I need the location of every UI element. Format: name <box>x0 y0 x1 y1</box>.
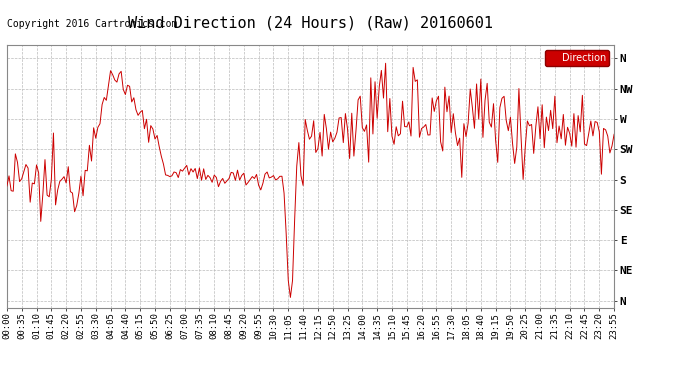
Text: Wind Direction (24 Hours) (Raw) 20160601: Wind Direction (24 Hours) (Raw) 20160601 <box>128 15 493 30</box>
Text: Copyright 2016 Cartronics.com: Copyright 2016 Cartronics.com <box>7 19 177 29</box>
Legend: Direction: Direction <box>544 50 609 66</box>
